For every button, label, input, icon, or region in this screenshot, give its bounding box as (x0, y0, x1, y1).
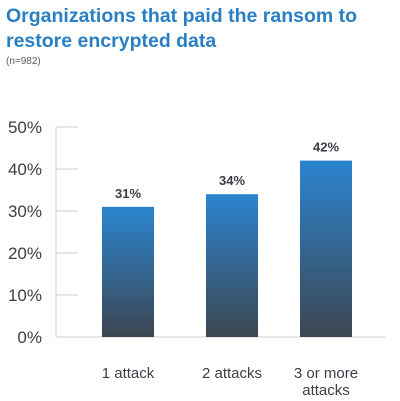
chart-subtitle: (n=982) (6, 56, 41, 67)
bars (102, 160, 352, 337)
bar-data-label: 34% (219, 173, 245, 188)
y-tick-label: 10% (8, 286, 42, 305)
y-tick-label: 40% (8, 160, 42, 179)
y-tick-label: 0% (17, 328, 42, 347)
x-category-label: 2 attacks (202, 365, 262, 382)
bar-data-label: 31% (115, 186, 141, 201)
x-category-label: 3 or more (294, 365, 358, 382)
bar-data-label: 42% (313, 140, 339, 155)
x-category-label: attacks (302, 382, 350, 399)
bar (300, 160, 352, 337)
y-tick-label: 20% (8, 244, 42, 263)
x-category-label: 1 attack (102, 365, 155, 382)
y-tick-label: 50% (8, 118, 42, 137)
labels: 31% 1 attack 34% 2 attacks 42% 3 or moreattac… (102, 140, 358, 399)
bar (206, 194, 258, 337)
y-tick-label: 30% (8, 202, 42, 221)
chart-title: Organizations that paid the ransom to re… (6, 5, 358, 52)
bar (102, 206, 154, 337)
